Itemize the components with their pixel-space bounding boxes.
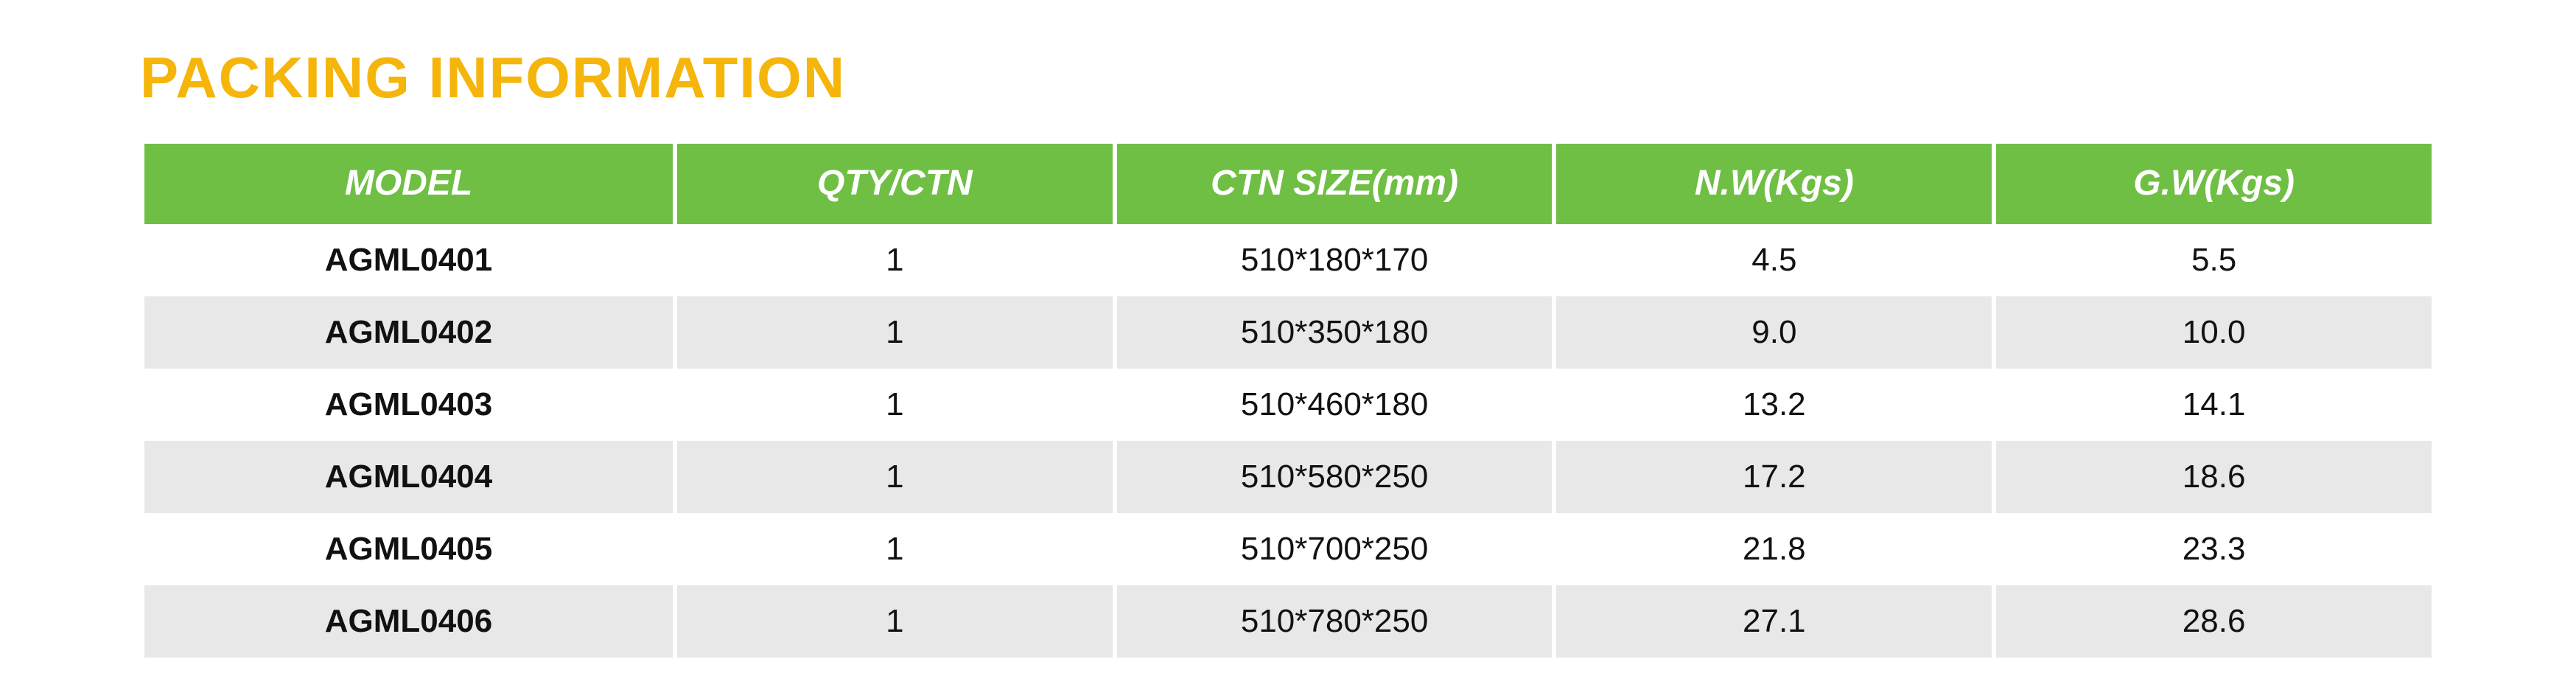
- cell-nw: 13.2: [1556, 369, 1992, 441]
- cell-nw: 27.1: [1556, 585, 1992, 658]
- packing-info-section: PACKING INFORMATION MODEL QTY/CTN CTN SI…: [0, 0, 2576, 658]
- col-header-ctnsize: CTN SIZE(mm): [1117, 144, 1553, 224]
- cell-model: AGML0403: [144, 369, 673, 441]
- table-row: AGML0401 1 510*180*170 4.5 5.5: [144, 224, 2432, 296]
- col-header-gw: G.W(Kgs): [1996, 144, 2432, 224]
- cell-model: AGML0402: [144, 296, 673, 369]
- cell-nw: 9.0: [1556, 296, 1992, 369]
- table-row: AGML0405 1 510*700*250 21.8 23.3: [144, 513, 2432, 585]
- cell-gw: 18.6: [1996, 441, 2432, 513]
- cell-qty: 1: [677, 296, 1113, 369]
- cell-model: AGML0404: [144, 441, 673, 513]
- cell-model: AGML0406: [144, 585, 673, 658]
- cell-model: AGML0401: [144, 224, 673, 296]
- cell-ctn: 510*580*250: [1117, 441, 1553, 513]
- packing-table: MODEL QTY/CTN CTN SIZE(mm) N.W(Kgs) G.W(…: [140, 144, 2436, 658]
- cell-nw: 17.2: [1556, 441, 1992, 513]
- table-row: AGML0404 1 510*580*250 17.2 18.6: [144, 441, 2432, 513]
- cell-qty: 1: [677, 441, 1113, 513]
- cell-gw: 28.6: [1996, 585, 2432, 658]
- cell-qty: 1: [677, 513, 1113, 585]
- cell-nw: 4.5: [1556, 224, 1992, 296]
- cell-ctn: 510*460*180: [1117, 369, 1553, 441]
- cell-gw: 23.3: [1996, 513, 2432, 585]
- col-header-model: MODEL: [144, 144, 673, 224]
- table-row: AGML0403 1 510*460*180 13.2 14.1: [144, 369, 2432, 441]
- table-row: AGML0406 1 510*780*250 27.1 28.6: [144, 585, 2432, 658]
- cell-ctn: 510*350*180: [1117, 296, 1553, 369]
- cell-ctn: 510*780*250: [1117, 585, 1553, 658]
- section-title: PACKING INFORMATION: [140, 44, 2436, 111]
- cell-gw: 10.0: [1996, 296, 2432, 369]
- cell-gw: 14.1: [1996, 369, 2432, 441]
- cell-qty: 1: [677, 224, 1113, 296]
- cell-qty: 1: [677, 369, 1113, 441]
- cell-qty: 1: [677, 585, 1113, 658]
- cell-model: AGML0405: [144, 513, 673, 585]
- cell-ctn: 510*180*170: [1117, 224, 1553, 296]
- col-header-nw: N.W(Kgs): [1556, 144, 1992, 224]
- cell-ctn: 510*700*250: [1117, 513, 1553, 585]
- cell-gw: 5.5: [1996, 224, 2432, 296]
- cell-nw: 21.8: [1556, 513, 1992, 585]
- col-header-qty: QTY/CTN: [677, 144, 1113, 224]
- table-header-row: MODEL QTY/CTN CTN SIZE(mm) N.W(Kgs) G.W(…: [144, 144, 2432, 224]
- table-row: AGML0402 1 510*350*180 9.0 10.0: [144, 296, 2432, 369]
